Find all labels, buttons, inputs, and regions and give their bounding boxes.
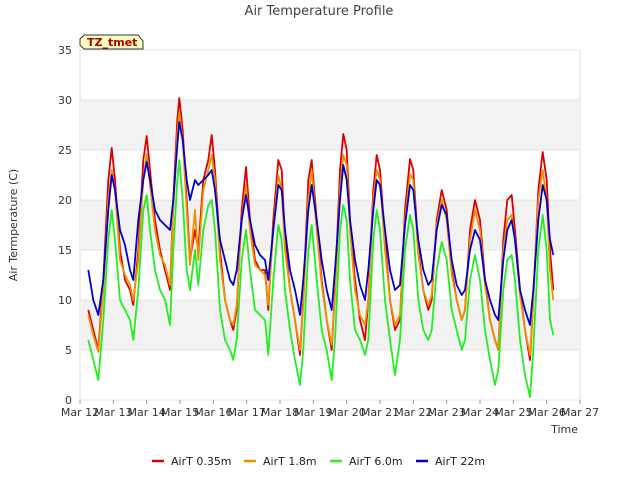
x-tick-label: Mar 19 <box>294 406 332 419</box>
plot-background <box>79 49 581 401</box>
y-tick-label: 0 <box>65 394 72 407</box>
legend: AirT 0.35m AirT 1.8m AirT 6.0m AirT 22m <box>152 455 485 468</box>
x-tick-label: Mar 26 <box>528 406 566 419</box>
legend-label: AirT 1.8m <box>263 455 317 468</box>
y-tick-label: 15 <box>58 244 72 257</box>
station-tag-box <box>79 34 144 50</box>
y-tick-label: 25 <box>58 144 72 157</box>
y-tick-label: 10 <box>58 294 72 307</box>
x-tick-label: Mar 24 <box>461 406 499 419</box>
y-tick-label: 20 <box>58 194 72 207</box>
grid-lines <box>80 49 580 401</box>
y-tick-label: 30 <box>58 94 72 107</box>
series-line-4 <box>87 121 555 326</box>
station-tag: TZ_tmet <box>79 34 144 50</box>
y-tick-label: 35 <box>58 44 72 57</box>
station-tag-label: TZ_tmet <box>87 36 137 49</box>
x-tick-label: Mar 12 <box>61 406 99 419</box>
x-tick-label: Mar 20 <box>328 406 366 419</box>
chart-title: Air Temperature Profile <box>245 4 394 19</box>
grid-band <box>80 100 580 150</box>
series-lines <box>87 97 555 398</box>
y-axis-ticks: 0 5 10 15 20 25 30 35 <box>58 44 72 407</box>
legend-label: AirT 6.0m <box>349 455 403 468</box>
x-tick-label: Mar 15 <box>161 406 199 419</box>
x-tick-label: Mar 16 <box>194 406 232 419</box>
x-tick-label: Mar 21 <box>361 406 399 419</box>
x-tick-label: Mar 18 <box>261 406 299 419</box>
series-line-3 <box>87 159 555 398</box>
x-tick-label: Mar 22 <box>394 406 432 419</box>
grid-band <box>80 200 580 250</box>
y-axis-label: Air Termperature (C) <box>7 169 20 281</box>
y-tick-label: 5 <box>65 344 72 357</box>
series-line-2 <box>87 111 555 356</box>
x-tick-label: Mar 23 <box>428 406 466 419</box>
x-tick-label: Mar 25 <box>494 406 532 419</box>
x-axis-label: Time <box>550 423 578 436</box>
x-tick-label: Mar 27 <box>561 406 599 419</box>
legend-label: AirT 22m <box>435 455 485 468</box>
x-tick-label: Mar 14 <box>128 406 166 419</box>
legend-label: AirT 0.35m <box>171 455 232 468</box>
x-tick-label: Mar 17 <box>228 406 266 419</box>
x-tick-label: Mar 13 <box>94 406 132 419</box>
